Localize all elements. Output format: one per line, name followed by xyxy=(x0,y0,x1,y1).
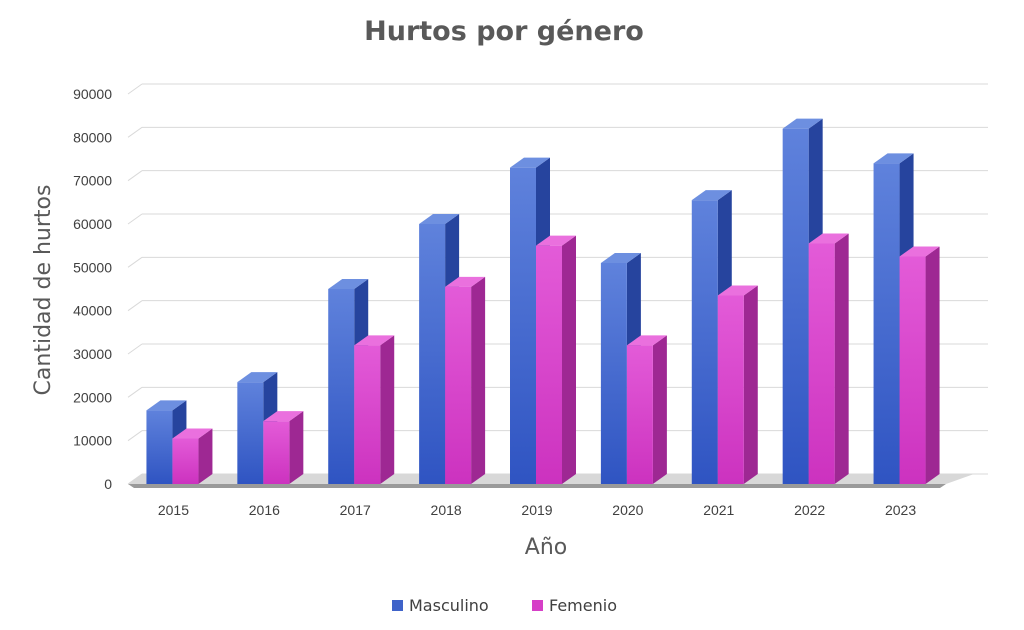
bar-front xyxy=(354,345,381,484)
gridline-side xyxy=(127,386,143,398)
y-tick-label: 0 xyxy=(104,476,112,492)
x-tick-label: 2015 xyxy=(158,502,189,518)
bar-femenio-2021 xyxy=(717,285,758,484)
bar-front xyxy=(510,167,536,484)
legend-label: Masculino xyxy=(409,596,489,615)
bar-side xyxy=(652,335,667,484)
bar-side xyxy=(471,276,486,484)
x-tick-label: 2022 xyxy=(794,502,825,518)
bar-femenio-2016 xyxy=(263,411,304,484)
x-tick-label: 2018 xyxy=(431,502,462,518)
bar-top xyxy=(445,276,486,287)
x-tick-label: 2016 xyxy=(249,502,280,518)
bar-side xyxy=(289,411,304,484)
bar-front xyxy=(808,243,835,484)
bar-top xyxy=(146,400,187,411)
y-tick-label: 80000 xyxy=(73,129,112,145)
bar-front xyxy=(536,245,562,484)
y-tick-label: 90000 xyxy=(73,86,112,102)
bar-front xyxy=(782,128,809,484)
gridline-side xyxy=(127,83,143,95)
bar-top xyxy=(237,372,278,383)
bar-femenio-2017 xyxy=(354,335,395,484)
gridline-side xyxy=(127,256,143,268)
bar-front xyxy=(691,200,718,484)
y-tick-label: 30000 xyxy=(73,346,112,362)
bar-top xyxy=(510,157,550,168)
bar-top xyxy=(626,335,667,346)
x-tick-label: 2020 xyxy=(612,502,643,518)
bar-top xyxy=(873,153,914,164)
y-tick-labels: 0 10000 20000 30000 40000 50000 60000 70000 8000… xyxy=(73,86,112,492)
bar-femenio-2020 xyxy=(626,335,667,484)
bar-top xyxy=(691,190,732,201)
bar-front xyxy=(172,438,199,484)
bar-femenio-2023 xyxy=(899,246,940,484)
y-tick-label: 10000 xyxy=(73,433,112,449)
bar-top xyxy=(419,214,460,224)
x-tick-label: 2019 xyxy=(521,502,552,518)
bar-femenio-2019 xyxy=(536,235,576,484)
bar-top xyxy=(808,233,849,244)
gridline-side xyxy=(127,343,143,355)
bar-front xyxy=(717,295,744,484)
bars xyxy=(146,118,940,485)
gridline-side xyxy=(127,300,143,312)
legend-label: Femenio xyxy=(549,596,617,615)
bar-front xyxy=(237,382,264,484)
y-tick-label: 40000 xyxy=(73,303,112,319)
bar-side xyxy=(925,246,940,484)
bar-top xyxy=(717,285,758,296)
bar-front xyxy=(146,410,173,484)
y-tick-label: 50000 xyxy=(73,259,112,275)
bar-front xyxy=(600,263,627,484)
legend-item: Masculino xyxy=(392,596,489,615)
bar-top xyxy=(600,253,641,263)
legend-swatch xyxy=(392,600,403,611)
bar-side xyxy=(743,285,758,484)
bar-side xyxy=(198,428,213,484)
bar-top xyxy=(536,235,576,246)
gridline-side xyxy=(127,430,143,442)
bar-femenio-2018 xyxy=(445,276,486,484)
bar-femenio-2015 xyxy=(172,428,213,484)
bar-side xyxy=(834,233,849,484)
legend-item: Femenio xyxy=(532,596,617,615)
bar-top xyxy=(899,246,940,257)
floor-edge xyxy=(128,484,946,488)
y-tick-label: 20000 xyxy=(73,389,112,405)
legend-swatch xyxy=(532,600,543,611)
gridline-side xyxy=(127,126,143,138)
x-tick-label: 2021 xyxy=(703,502,734,518)
bar-masculino-2023 xyxy=(873,153,914,485)
legend: Masculino Femenio xyxy=(392,596,617,615)
bar-side xyxy=(380,335,395,484)
gridline-side xyxy=(127,213,143,225)
x-tick-label: 2017 xyxy=(340,502,371,518)
bar-top xyxy=(328,279,369,289)
x-axis-label: Año xyxy=(525,535,567,560)
x-tick-label: 2023 xyxy=(885,502,916,518)
bar-front xyxy=(419,224,446,484)
bar-top xyxy=(263,411,304,422)
bar-top xyxy=(172,428,213,439)
bar-front xyxy=(328,289,355,484)
bar-femenio-2022 xyxy=(808,233,849,484)
bar-top xyxy=(782,118,823,129)
bar-side xyxy=(562,235,576,484)
chart-title: Hurtos por género xyxy=(364,16,644,47)
bar-front xyxy=(445,286,472,484)
x-tick-labels: 2015 2016 2017 2018 2019 2020 2021 2022 2023 xyxy=(158,502,916,518)
bar-top xyxy=(354,335,395,346)
y-tick-label: 60000 xyxy=(73,216,112,232)
gridline-side xyxy=(127,170,143,182)
y-axis-label: Cantidad de hurtos xyxy=(31,185,56,396)
bar-front xyxy=(873,163,900,485)
bar-front xyxy=(263,421,290,484)
bar-front xyxy=(626,345,653,484)
y-tick-label: 70000 xyxy=(73,173,112,189)
bar-front xyxy=(899,256,926,484)
